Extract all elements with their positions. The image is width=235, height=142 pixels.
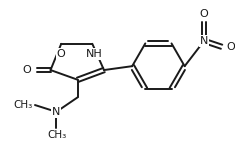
Text: N: N <box>200 36 208 46</box>
Text: O: O <box>22 65 31 75</box>
Text: CH₃: CH₃ <box>14 100 33 110</box>
Text: O: O <box>227 42 235 52</box>
Text: O: O <box>200 9 208 19</box>
Text: O: O <box>57 49 66 59</box>
Text: N: N <box>52 107 61 117</box>
Text: NH: NH <box>86 49 103 59</box>
Text: CH₃: CH₃ <box>48 130 67 140</box>
